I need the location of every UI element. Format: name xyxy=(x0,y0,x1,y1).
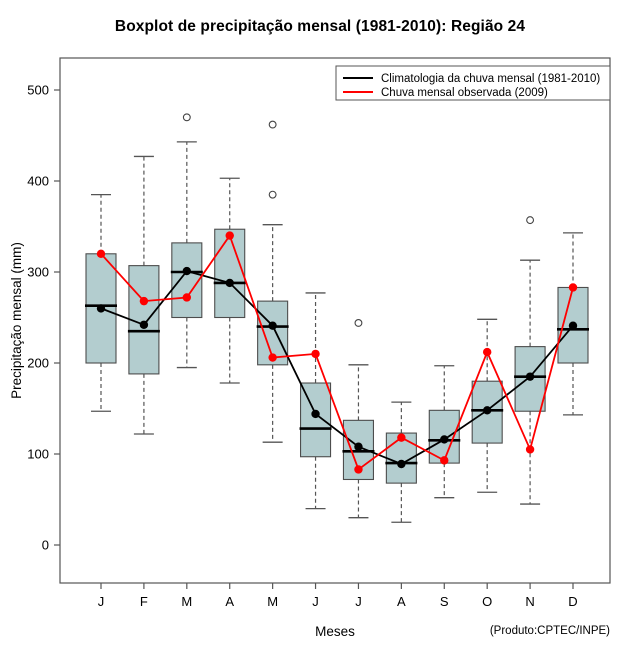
y-axis-tick-label: 400 xyxy=(27,174,49,189)
series-point xyxy=(182,293,192,302)
x-axis-tick-label: O xyxy=(482,594,492,609)
x-axis-tick-label: D xyxy=(568,594,577,609)
y-axis-tick-label: 300 xyxy=(27,265,49,280)
legend-label: Chuva mensal observada (2009) xyxy=(381,87,548,99)
y-axis-tick-label: 0 xyxy=(42,538,49,553)
series-point xyxy=(482,347,492,357)
outlier-point xyxy=(354,319,363,327)
y-axis-tick-label: 100 xyxy=(27,447,49,462)
series-point xyxy=(568,321,578,330)
outlier-point xyxy=(526,216,535,225)
series-point xyxy=(397,433,406,442)
x-axis-tick-label: J xyxy=(312,594,319,609)
outlier-point xyxy=(182,113,191,122)
x-axis-tick-label: N xyxy=(525,594,534,609)
series-point xyxy=(225,278,234,288)
series-point xyxy=(268,321,277,330)
x-axis-tick-label: J xyxy=(98,594,105,609)
y-axis-tick-label: 200 xyxy=(27,356,49,371)
series-point xyxy=(354,442,363,451)
series-point xyxy=(354,465,363,474)
series-point xyxy=(397,459,406,469)
series-point xyxy=(440,435,449,444)
legend-label: Climatologia da chuva mensal (1981-2010) xyxy=(381,73,600,85)
box-iqr xyxy=(171,242,203,319)
x-axis-tick-label: F xyxy=(140,594,148,609)
x-axis-tick-label: S xyxy=(440,594,449,609)
series-point xyxy=(525,445,535,454)
credit-label: (Produto:CPTEC/INPE) xyxy=(490,625,610,637)
plot-frame xyxy=(59,57,611,584)
outlier-point xyxy=(268,120,277,129)
y-axis-tick-label: 500 xyxy=(27,83,49,98)
series-point xyxy=(268,353,277,362)
x-axis-tick-label: A xyxy=(225,594,234,609)
series-point xyxy=(96,249,106,258)
x-axis-tick-label: M xyxy=(181,594,192,609)
series-line xyxy=(100,233,574,471)
y-axis-label: Precipitação mensal (mm) xyxy=(9,242,24,399)
series-point xyxy=(311,409,320,419)
legend-box xyxy=(335,65,611,101)
x-axis-tick-label: J xyxy=(355,594,362,609)
box-iqr xyxy=(128,265,160,375)
x-axis-label: Meses xyxy=(315,624,355,639)
series-point xyxy=(182,266,192,276)
series-point xyxy=(482,406,492,415)
x-axis-tick-label: A xyxy=(397,594,406,609)
series-point xyxy=(440,456,449,465)
x-axis-tick-label: M xyxy=(267,594,278,609)
box-iqr xyxy=(214,228,246,319)
series-point xyxy=(96,304,106,313)
series-line xyxy=(100,270,574,466)
page-title: Boxplot de precipitação mensal (1981-201… xyxy=(114,18,526,35)
series-point xyxy=(568,283,578,292)
series-point xyxy=(139,320,149,329)
series-point xyxy=(311,349,320,359)
series-point xyxy=(139,296,149,306)
outlier-point xyxy=(268,190,277,199)
series-point xyxy=(525,372,535,381)
series-point xyxy=(225,231,234,240)
